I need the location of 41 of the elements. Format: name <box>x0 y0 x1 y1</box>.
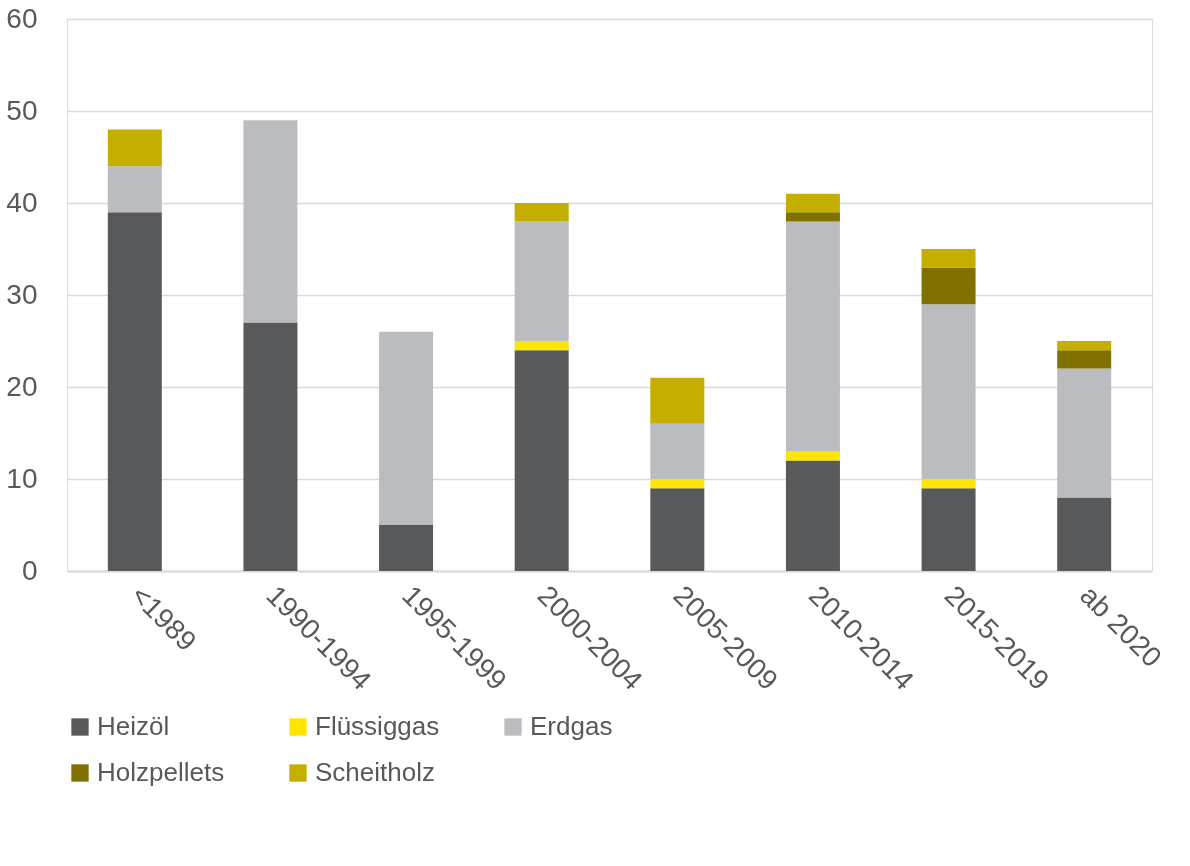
bar <box>785 221 840 452</box>
bar <box>379 331 434 525</box>
y-tick-label: 10 <box>6 462 38 494</box>
bar <box>379 525 434 571</box>
bar <box>107 166 162 213</box>
bar <box>650 488 705 571</box>
y-tick-label: 60 <box>6 2 38 34</box>
bar <box>514 203 569 222</box>
bar <box>1057 368 1112 498</box>
bar <box>921 488 976 571</box>
bar <box>785 193 840 213</box>
bar <box>243 322 298 571</box>
bar <box>107 212 162 571</box>
bar <box>650 377 705 424</box>
bar <box>514 341 569 351</box>
y-tick-label: 50 <box>6 94 38 126</box>
bar <box>785 451 840 461</box>
bar <box>243 120 298 323</box>
y-tick-label: 0 <box>21 554 38 586</box>
bar <box>921 249 976 268</box>
y-tick-label: 20 <box>6 370 38 402</box>
legend-label: Erdgas <box>530 711 613 741</box>
bar <box>1057 497 1112 571</box>
bar <box>650 423 705 479</box>
bar <box>921 479 976 489</box>
legend-label: Scheitholz <box>315 757 435 787</box>
y-tick-label: 30 <box>6 278 38 310</box>
y-tick-label: 40 <box>6 186 38 218</box>
bar <box>107 129 162 167</box>
bar <box>785 460 840 571</box>
bar <box>514 221 569 341</box>
legend-label: Holzpellets <box>97 757 225 787</box>
bar <box>785 212 840 222</box>
bar <box>1057 341 1112 351</box>
bar <box>650 479 705 489</box>
bar <box>514 350 569 571</box>
bar <box>921 304 976 479</box>
bar <box>921 267 976 305</box>
legend-label: Flüssiggas <box>315 711 440 741</box>
legend-label: Heizöl <box>97 711 170 741</box>
bar <box>1057 350 1112 369</box>
